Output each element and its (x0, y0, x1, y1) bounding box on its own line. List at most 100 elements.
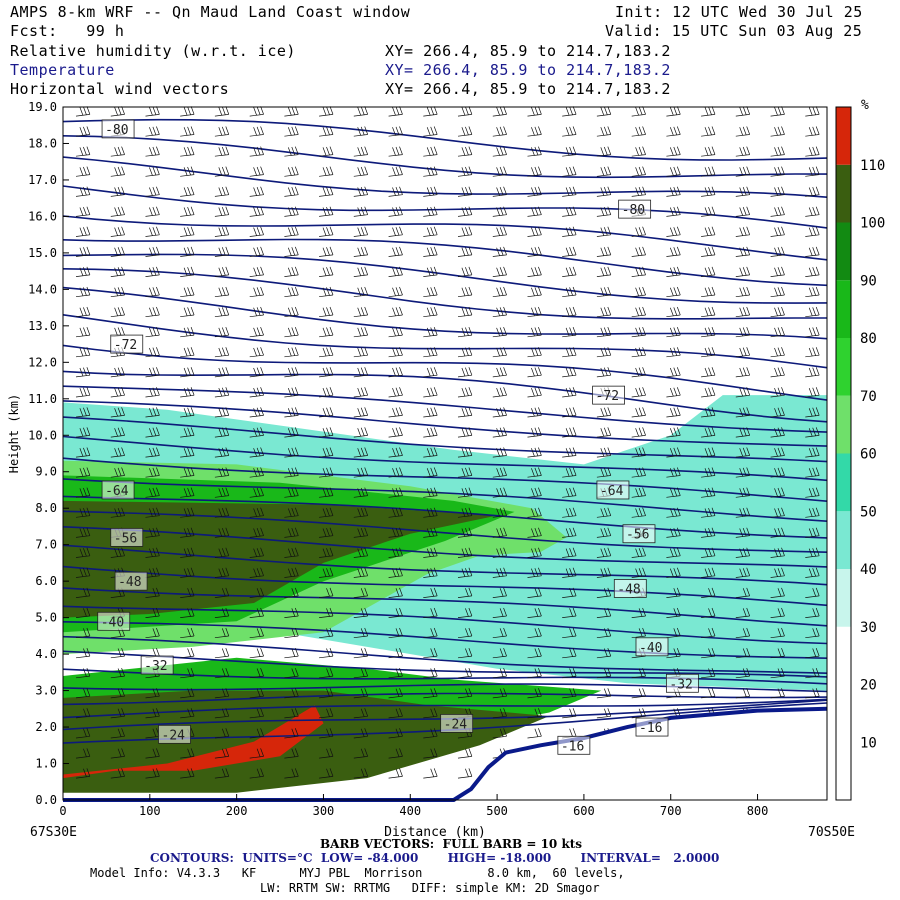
wind-barb (666, 647, 681, 659)
wind-barb (110, 407, 125, 418)
wind-barb (735, 367, 751, 378)
wind-barb (214, 447, 230, 458)
wind-barb (805, 226, 820, 237)
wind-barb (319, 326, 334, 338)
wind-barb (249, 647, 264, 659)
wind-barb (214, 206, 230, 217)
wind-barb (110, 266, 125, 277)
wind-barb (770, 347, 785, 358)
wind-barb (284, 627, 299, 639)
x-right-endpoint: 70S50E (808, 825, 855, 840)
wind-barb (180, 407, 195, 418)
wind-barb (180, 367, 195, 378)
wind-barb (249, 126, 264, 137)
wind-barb (770, 166, 785, 177)
wind-barb (805, 667, 820, 679)
wind-barb (353, 607, 369, 618)
wind-barb (75, 768, 91, 779)
wind-barb (805, 587, 820, 598)
wind-barb (735, 246, 751, 257)
temperature-contour (62, 698, 828, 719)
wind-barb (492, 306, 507, 318)
valid-time: Valid: 15 UTC Sun 03 Aug 25 (605, 22, 863, 40)
wind-barb (249, 447, 264, 458)
wind-barb (180, 688, 195, 699)
temperature-contour (62, 385, 828, 433)
wind-barb (423, 427, 438, 438)
contour-label: -80 (622, 203, 645, 218)
wind-barb (805, 527, 820, 538)
wind-barb (110, 166, 125, 177)
rh-region-110 (63, 705, 324, 779)
wind-barb (110, 387, 125, 398)
wind-barb (492, 547, 507, 558)
wind-barb (214, 166, 230, 177)
wind-barb (596, 106, 612, 117)
wind-barb (527, 146, 542, 157)
wind-barb (701, 146, 716, 157)
wind-barb (180, 246, 195, 257)
wind-barb (701, 106, 716, 117)
wind-barb (180, 286, 195, 298)
wind-barb (492, 507, 507, 518)
wind-barb (666, 427, 681, 438)
wind-barb (319, 427, 334, 438)
wind-barb (457, 487, 473, 498)
wind-barb (180, 326, 195, 338)
wind-barb (249, 367, 264, 378)
wind-barb (562, 146, 577, 157)
contour-label-box (622, 524, 656, 544)
wind-barb (457, 146, 473, 157)
wind-barb (457, 206, 473, 217)
temperature-contour (62, 683, 828, 693)
contour-label-box (596, 480, 630, 500)
colorbar-frame (835, 106, 852, 801)
contour-label-box (158, 724, 191, 744)
wind-barb (770, 467, 785, 478)
wind-barb (527, 286, 542, 298)
wind-barb (145, 206, 160, 217)
wind-barb (805, 326, 820, 338)
wind-barb (770, 226, 785, 237)
x-tick-label: 300 (313, 804, 335, 818)
wind-barb (527, 728, 542, 739)
wind-barb (527, 126, 542, 137)
temperature-contour (62, 118, 828, 161)
wind-barb (666, 607, 681, 618)
wind-barb (319, 126, 334, 137)
wind-barb (562, 487, 577, 498)
wind-barb (805, 507, 820, 518)
wind-barb (145, 427, 160, 438)
wind-barb (457, 768, 473, 779)
wind-barb (735, 347, 751, 358)
temperature-contour (62, 435, 828, 482)
wind-barb (457, 547, 473, 558)
wind-barb (180, 627, 195, 639)
wind-barb (353, 166, 369, 177)
wind-barb (214, 507, 230, 518)
wind-barb (492, 427, 507, 438)
wind-barb (249, 106, 264, 117)
y-tick-label: 17.0 (28, 173, 57, 187)
wind-barb (284, 547, 299, 558)
wind-barb (180, 487, 195, 498)
wind-barb (735, 667, 751, 679)
wind-barb (423, 688, 438, 699)
wind-barb (805, 367, 820, 378)
contour-label: -64 (600, 484, 624, 499)
wind-barb (319, 447, 334, 458)
wind-barb (631, 106, 646, 117)
wind-barb (805, 467, 820, 478)
wind-barb (527, 166, 542, 177)
wind-barb (180, 146, 195, 157)
temperature-contour (62, 238, 828, 287)
wind-barb (527, 447, 542, 458)
wind-barb (562, 206, 577, 217)
wind-barb (805, 106, 820, 117)
wind-barb (388, 106, 403, 117)
wind-barb (180, 306, 195, 318)
wind-barb (631, 146, 646, 157)
model-info-physics: LW: RRTM SW: RRTMG DIFF: simple KM: 2D S… (260, 881, 600, 895)
wind-barb (527, 347, 542, 358)
wind-barb (388, 728, 403, 739)
